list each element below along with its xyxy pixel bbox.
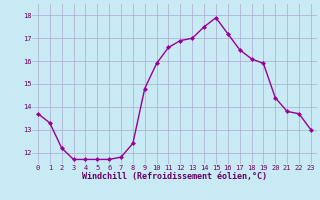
- X-axis label: Windchill (Refroidissement éolien,°C): Windchill (Refroidissement éolien,°C): [82, 172, 267, 181]
